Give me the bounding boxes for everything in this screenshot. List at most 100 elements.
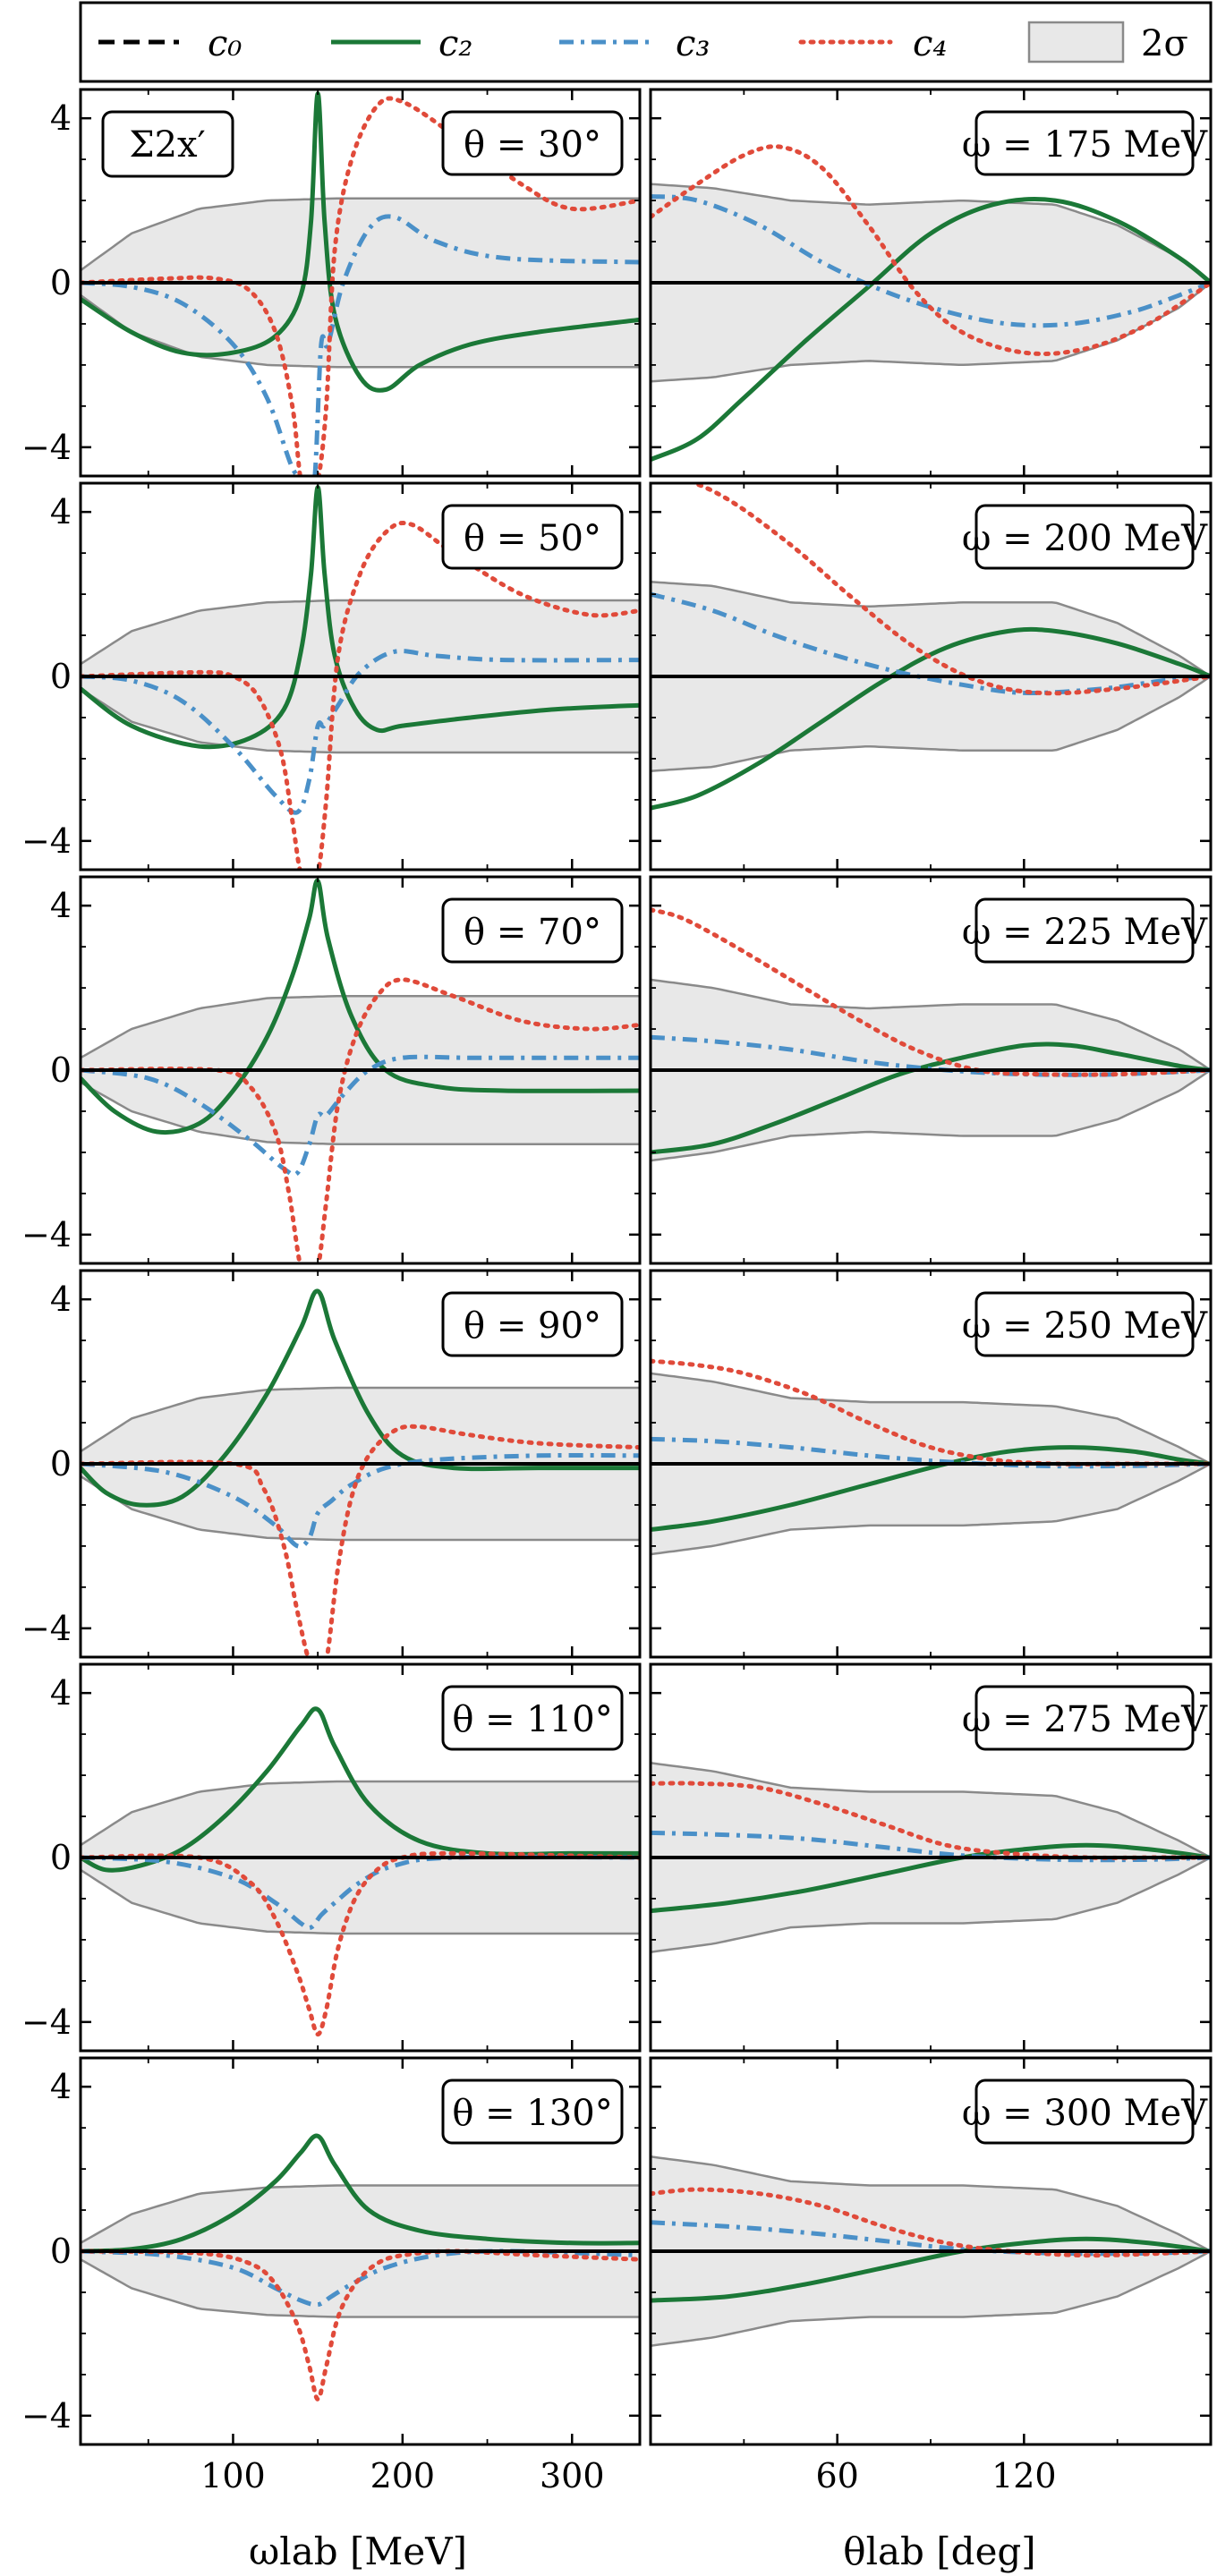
panels: 4 0 −4 θ = 30° Σ2x′ 4 0 −4 θ = 50° 4 0 −4 θ = 70° 4 0 −… [21,88,1213,2495]
annotation-label: ω = 275 MeV [962,1699,1208,1740]
x-tick-label: 100 [200,2456,266,2495]
legend-label-c3: c₃ [676,23,710,64]
annotation-box [974,1685,1195,1751]
series-c4 [81,521,640,870]
y-tick-label: 0 [50,2232,72,2271]
annotation-label: θ = 110° [452,1699,612,1740]
annotation-label: θ = 70° [464,912,601,953]
annotation-box [974,2079,1195,2145]
y-tick-label: 4 [50,1279,72,1319]
plot-area [81,1288,640,1657]
plot-area [651,907,1211,1162]
band-lower-edge [81,1475,640,1542]
series-c3 [651,2220,1211,2257]
series-c2 [81,879,640,1135]
series-c4 [651,144,1211,356]
series-c3 [81,1054,640,1177]
panel-right-1: ω = 200 MeV [649,481,1213,871]
y-tick-label: 0 [50,1838,72,1877]
annotation-box [974,1291,1195,1357]
band-upper-edge [651,2155,1211,2253]
series-c2 [651,197,1211,462]
band-lower-edge [651,675,1211,772]
x-tick-label: 120 [991,2456,1057,2495]
panel-left-1: 4 0 −4 θ = 50° [21,481,642,871]
band-upper-edge [651,1372,1211,1466]
panel-right-2: ω = 225 MeV [649,875,1213,1265]
series-c4 [81,1850,640,2037]
y-tick-label: 4 [50,2067,72,2106]
annotation-label: θ = 130° [452,2093,612,2134]
series-c2 [81,1706,640,1873]
plot-area [81,1706,640,2037]
panel-left-0: 4 0 −4 θ = 30° Σ2x′ [21,88,642,478]
y-tick-label: −4 [21,821,72,861]
y-tick-label: 4 [50,1673,72,1713]
panel-left-2: 4 0 −4 θ = 70° [21,875,642,1265]
legend-label-c0: c₀ [208,23,242,64]
plot-area [651,1762,1211,1953]
annotation-label: ω = 200 MeV [962,518,1208,559]
y-tick-label: −4 [21,2002,72,2042]
y-tick-label: 0 [50,1050,72,1090]
annotation-label: θ = 50° [464,518,601,559]
band-lower-edge [651,2249,1211,2347]
panel-right-5: 60 120 ω = 300 MeV [649,2056,1213,2495]
band-upper-edge [81,995,640,1059]
x-tick-label: 60 [815,2456,858,2495]
x-tick-label: 300 [540,2456,605,2495]
band-upper-edge [81,2184,640,2244]
y-tick-label: 4 [50,886,72,925]
x-tick-label: 200 [370,2456,436,2495]
panel-right-0: ω = 175 MeV [649,88,1213,478]
annotation-box [441,897,624,964]
band-upper-edge [81,1780,640,1847]
series-c2 [81,2133,640,2254]
legend-label-c4: c₄ [913,23,947,64]
annotation-box [974,504,1195,570]
plot-area [651,483,1211,811]
band-lower-edge [651,1462,1211,1556]
y-tick-label: −4 [21,2396,72,2436]
series-c4 [651,907,1211,1077]
annotation-label: ω = 175 MeV [962,124,1208,166]
plot-area [81,485,640,870]
panel-left-5: 4 0 −4 100 200 300 θ = 130° [21,2056,642,2495]
panel-right-3: ω = 250 MeV [649,1269,1213,1659]
series-c4 [651,2187,1211,2258]
series-c3 [651,1830,1211,1863]
legend: c₀ c₂ c₃ c₄ 2σ [79,1,1213,83]
y-tick-label: −4 [21,1609,72,1648]
legend-label-c2: c₂ [438,23,472,64]
plot-area [81,879,640,1263]
y-tick-label: 0 [50,263,72,302]
band-upper-edge [651,1762,1211,1859]
annotation-box [441,2079,624,2145]
panel-left-3: 4 0 −4 θ = 90° [21,1269,642,1659]
series-c4 [81,2249,640,2402]
annotation-label: ω = 250 MeV [962,1305,1208,1347]
band-upper-edge [651,183,1211,284]
annotation-box [441,110,624,176]
series-c3 [81,649,640,815]
legend-swatch-band [1027,21,1125,64]
series-c3 [651,194,1211,328]
panel-left-4: 4 0 −4 θ = 110° [21,1662,642,2053]
y-tick-label: 4 [50,492,72,531]
y-tick-label: 0 [50,1444,72,1484]
observable-label: Σ2x′ [129,124,205,166]
annotation-box [974,110,1195,176]
series-c2 [81,91,640,393]
series-c4 [687,483,1211,696]
series-c2 [81,1288,640,1508]
series-c2 [651,1041,1211,1155]
x-axis-label-left: ωlab [MeV] [249,2529,467,2573]
band-upper-edge [651,581,1211,678]
band-lower-edge [81,2258,640,2318]
series-c4 [81,977,640,1263]
annotation-box [441,1291,624,1357]
band-upper-edge [651,978,1211,1072]
band-lower-edge [651,1068,1211,1162]
y-tick-label: −4 [21,428,72,467]
plot-area [651,1358,1211,1556]
